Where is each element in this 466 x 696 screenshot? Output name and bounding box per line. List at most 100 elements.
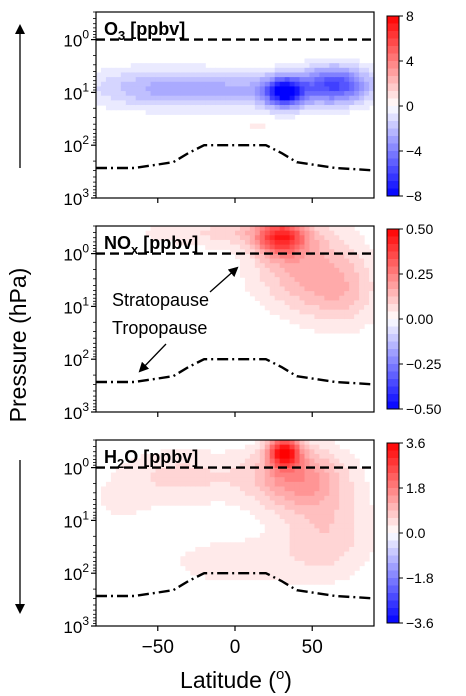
colorbar-segment xyxy=(387,356,399,365)
field-cell xyxy=(349,314,355,320)
field-cell xyxy=(190,570,196,576)
field-cell xyxy=(329,63,335,69)
field-cell xyxy=(304,509,311,515)
field-cell xyxy=(279,258,286,264)
colorbar-segment xyxy=(387,251,399,260)
field-cell xyxy=(269,67,276,74)
field-cell xyxy=(125,491,132,497)
colorbar-tick-label: −8 xyxy=(406,188,422,204)
colorbar-tick-label: −1.8 xyxy=(406,570,434,586)
field-cell xyxy=(239,91,246,97)
field-cell xyxy=(329,486,335,492)
field-cell xyxy=(324,95,330,101)
field-cell xyxy=(264,537,271,543)
field-cell xyxy=(269,105,276,111)
field-cell xyxy=(165,449,172,455)
field-cell xyxy=(329,109,335,115)
field-cell xyxy=(354,467,360,474)
field-cell xyxy=(339,495,345,502)
field-cell xyxy=(239,244,246,250)
field-cell xyxy=(294,253,301,260)
field-cell xyxy=(299,472,306,478)
field-cell xyxy=(329,570,335,576)
field-cell xyxy=(225,542,231,548)
field-cell xyxy=(244,281,251,288)
field-cell xyxy=(135,95,142,101)
field-cell xyxy=(299,477,306,483)
field-cell xyxy=(140,105,147,111)
field-cell xyxy=(254,239,261,246)
field-cell xyxy=(215,230,221,236)
field-cell xyxy=(274,463,281,469)
field-cell xyxy=(195,239,201,246)
field-cell xyxy=(185,235,191,241)
field-cell xyxy=(289,105,296,111)
field-cell xyxy=(259,263,266,269)
field-cell xyxy=(215,95,221,101)
field-cell xyxy=(294,226,301,232)
field-cell xyxy=(299,449,306,455)
field-cell xyxy=(359,556,365,562)
field-cell xyxy=(334,239,340,246)
field-cell xyxy=(364,500,370,506)
field-cell xyxy=(279,253,286,260)
field-cell xyxy=(304,239,311,246)
field-cell xyxy=(274,263,281,269)
field-cell xyxy=(225,477,231,483)
field-cell xyxy=(195,226,201,232)
field-cell xyxy=(334,253,340,260)
field-cell xyxy=(359,514,365,520)
field-cell xyxy=(324,263,330,269)
field-cell xyxy=(289,63,296,69)
field-cell xyxy=(195,458,201,464)
field-cell xyxy=(339,100,345,106)
field-cell xyxy=(339,249,345,255)
field-cell xyxy=(150,477,157,483)
field-cell xyxy=(105,105,112,111)
field-cell xyxy=(329,272,335,278)
colorbar-segment xyxy=(387,394,399,402)
field-cell xyxy=(259,226,266,232)
field-cell xyxy=(264,300,271,306)
field-cell xyxy=(304,263,311,269)
field-cell xyxy=(140,95,147,101)
stratopause-label: Stratopause xyxy=(112,290,209,310)
field-cell xyxy=(319,458,325,464)
y-tick-exponent: 0 xyxy=(82,28,89,42)
field-cell xyxy=(354,235,360,241)
field-cell xyxy=(339,286,345,292)
field-cell xyxy=(299,258,306,264)
field-cell xyxy=(289,477,296,483)
field-cell xyxy=(210,463,216,469)
field-cell xyxy=(309,291,316,297)
field-cell xyxy=(299,481,306,488)
field-cell xyxy=(180,86,186,92)
field-cell xyxy=(354,253,360,260)
field-cell xyxy=(359,491,365,497)
field-cell xyxy=(349,86,355,92)
title-unit: [ppbv] xyxy=(125,19,185,39)
field-cell xyxy=(264,286,271,292)
field-cell xyxy=(294,277,301,283)
field-cell xyxy=(334,523,340,529)
field-cell xyxy=(155,491,162,497)
field-cell xyxy=(354,72,360,78)
field-cell xyxy=(354,472,360,478)
field-cell xyxy=(319,314,325,320)
field-cell xyxy=(319,309,325,315)
field-cell xyxy=(349,453,355,460)
field-cell xyxy=(274,230,281,236)
field-cell xyxy=(244,81,251,87)
field-cell xyxy=(269,537,276,543)
field-cell xyxy=(125,91,132,97)
field-cell xyxy=(294,467,301,474)
field-cell xyxy=(244,230,251,236)
field-cell xyxy=(354,319,360,325)
field-cell xyxy=(269,249,276,255)
field-cell xyxy=(299,467,306,474)
field-cell xyxy=(210,481,216,488)
field-cell xyxy=(165,109,172,115)
field-cell xyxy=(120,491,127,497)
field-cell xyxy=(304,579,311,585)
field-cell xyxy=(249,249,256,255)
